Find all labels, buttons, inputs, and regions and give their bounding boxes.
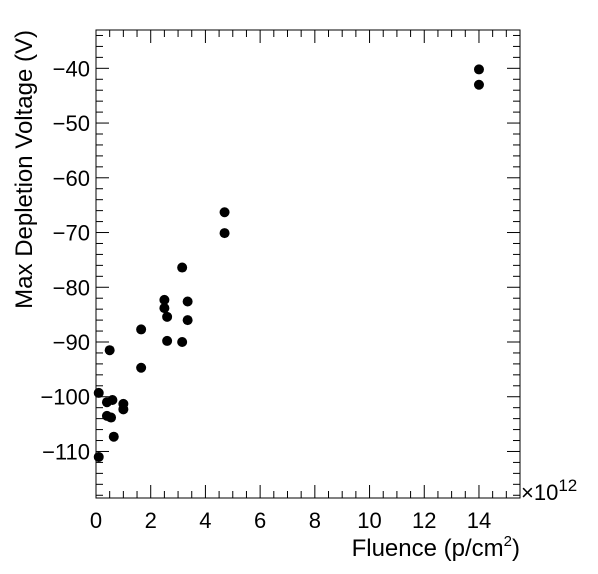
data-point: [136, 362, 147, 373]
data-point: [107, 395, 118, 406]
x-tick-label: 0: [90, 508, 102, 533]
data-point: [93, 387, 104, 398]
x-tick-label: 2: [145, 508, 157, 533]
data-point: [108, 431, 119, 442]
x-axis-multiplier: ×1012: [521, 476, 577, 505]
y-tick-label: −90: [53, 330, 90, 355]
data-point: [182, 315, 193, 326]
axis-ticks: [95, 30, 521, 498]
data-point: [136, 324, 147, 335]
data-point: [159, 294, 170, 305]
x-tick-label: 10: [357, 508, 381, 533]
x-tick-label: 14: [467, 508, 491, 533]
data-point: [473, 64, 484, 75]
data-point: [219, 228, 230, 239]
x-tick-label: 4: [199, 508, 211, 533]
y-tick-label: −40: [53, 56, 90, 81]
data-point: [104, 345, 115, 356]
plot-frame: [95, 29, 521, 499]
data-point: [177, 337, 188, 347]
y-tick-label: −50: [53, 111, 90, 136]
x-tick-label: 6: [254, 508, 266, 533]
axis-tick-labels: 0 2 4 6 8 10 12 14 −110 −100 −90 −80 −70 −60 −50 −40: [40, 56, 491, 533]
data-point: [159, 303, 170, 314]
x-tick-label: 12: [412, 508, 436, 533]
data-point: [106, 412, 117, 423]
y-tick-label: −110: [42, 439, 90, 464]
data-point: [219, 207, 230, 218]
y-tick-label: −70: [53, 221, 90, 246]
y-tick-label: −100: [40, 385, 90, 410]
y-axis-title: Max Depletion Voltage (V): [11, 30, 38, 309]
data-point: [93, 451, 104, 462]
data-point: [118, 404, 129, 415]
data-point: [473, 79, 484, 90]
data-point: [182, 296, 193, 307]
data-point: [162, 311, 173, 322]
data-point: [177, 262, 188, 273]
y-tick-label: −60: [53, 166, 90, 191]
data-point: [162, 335, 173, 346]
data-points: [93, 64, 484, 462]
y-tick-label: −80: [53, 275, 90, 300]
x-axis-title: Fluence (p/cm2): [352, 533, 520, 562]
x-tick-label: 8: [309, 508, 321, 533]
